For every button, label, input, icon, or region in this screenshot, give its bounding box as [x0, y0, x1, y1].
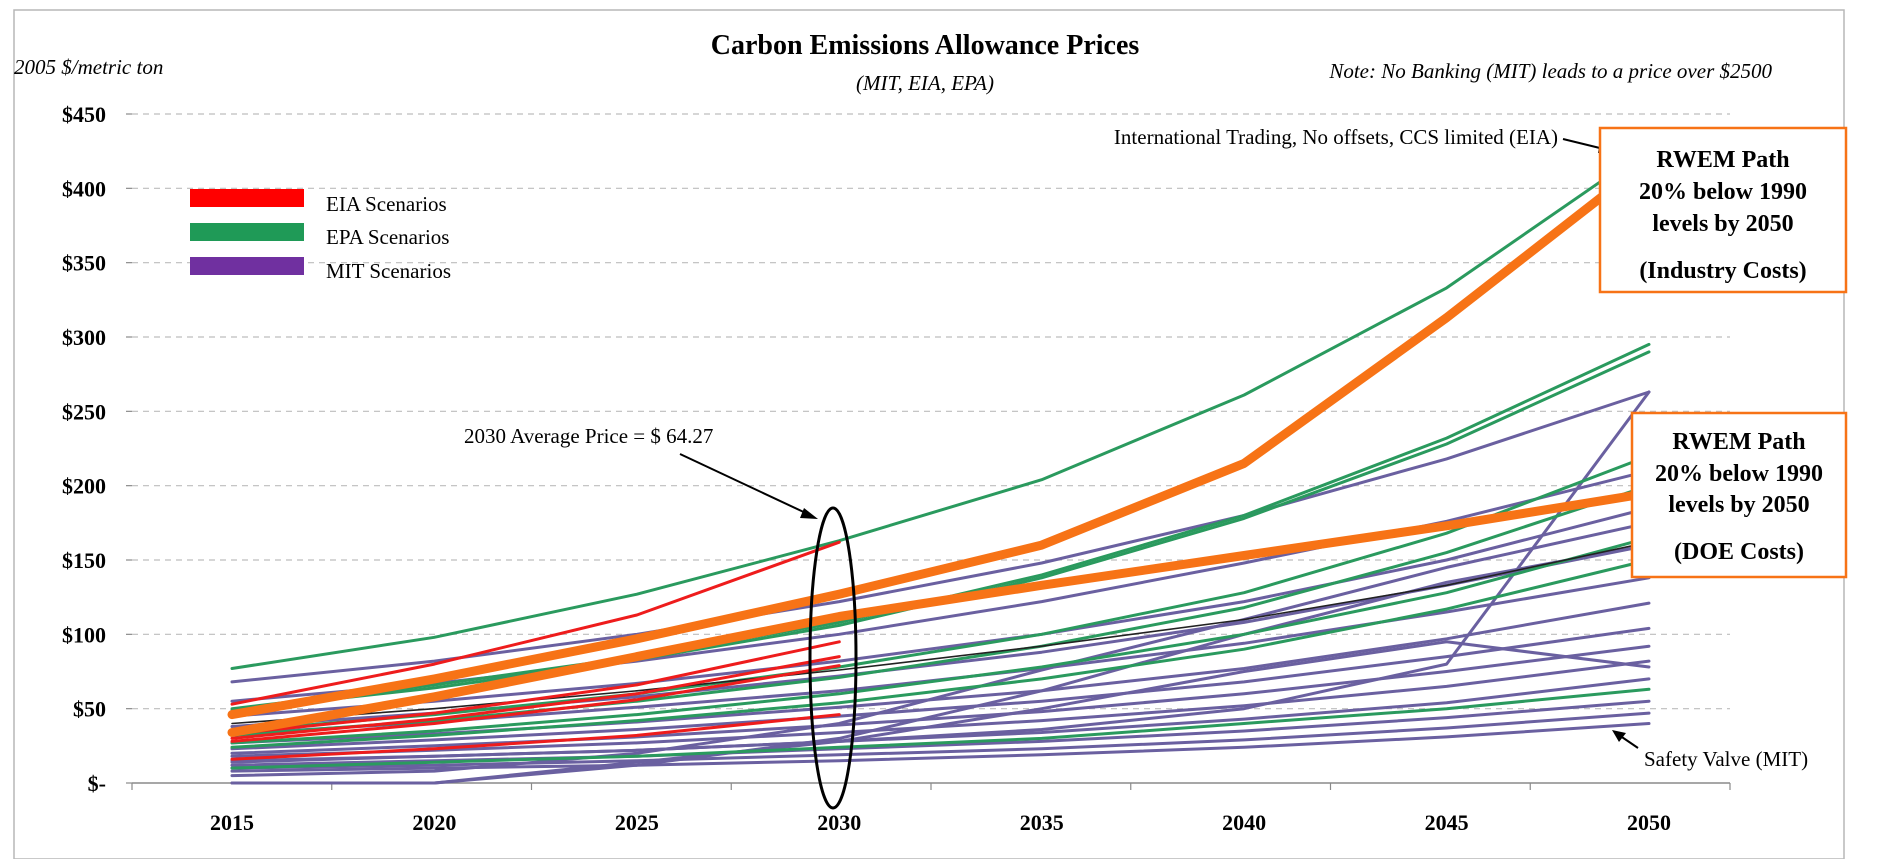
annotation-eia-text: International Trading, No offsets, CCS l… — [1114, 125, 1558, 149]
annotation-safety-valve: Safety Valve (MIT) — [1612, 730, 1808, 771]
y-tick-label: $250 — [62, 399, 106, 424]
series-line-epa-3 — [230, 454, 1651, 733]
y-tick-label: $200 — [62, 474, 106, 499]
series-line-mit-20 — [230, 644, 1651, 755]
x-tick-label: 2025 — [615, 810, 659, 835]
y-tick-label: $100 — [62, 622, 106, 647]
x-tick-label: 2045 — [1425, 810, 1469, 835]
series-line-mit-24 — [230, 711, 1651, 770]
annotation-safety-text: Safety Valve (MIT) — [1644, 747, 1808, 771]
rwem-industry-line-4: (Industry Costs) — [1639, 258, 1806, 284]
x-tick-label: 2035 — [1020, 810, 1064, 835]
annotation-avg-price-arrowhead — [800, 508, 818, 519]
series-line-mit-15 — [230, 506, 1651, 718]
series-line-epa-0 — [230, 146, 1651, 670]
series-line-mit-27 — [230, 521, 1651, 778]
series-line-mit-29 — [230, 390, 1651, 763]
series-line-epa-7 — [230, 687, 1651, 770]
x-tick-label: 2015 — [210, 810, 254, 835]
rwem-industry-line-3: levels by 2050 — [1652, 211, 1793, 237]
series-line-eia-12 — [230, 713, 841, 761]
y-tick-label: $50 — [73, 697, 106, 722]
annotation-eia-top: International Trading, No offsets, CCS l… — [1114, 125, 1612, 153]
x-axis-ticks: 2015 2020 2025 2030 2035 2040 2045 2050 — [131, 783, 1731, 835]
series-line-eia-9 — [230, 640, 841, 736]
series-lines — [227, 146, 1654, 785]
y-axis-unit-label: 2005 $/metric ton — [14, 55, 163, 79]
series-line-mit-19 — [230, 626, 1651, 751]
rwem-doe-line-3: levels by 2050 — [1668, 492, 1809, 518]
legend-label-mit: MIT Scenarios — [326, 259, 451, 283]
series-line-mit-28 — [230, 640, 1651, 785]
series-line-epa-4 — [230, 484, 1651, 737]
rwem-industry-line-2: 20% below 1990 — [1639, 179, 1807, 205]
annotation-avg-price-arrow-line — [679, 453, 811, 516]
legend-label-epa: EPA Scenarios — [326, 225, 449, 249]
rwem-doe-box-frame — [1630, 411, 1848, 579]
y-tick-label: $150 — [62, 548, 106, 573]
legend-swatch-eia — [190, 189, 304, 207]
rwem-industry-box: RWEM Path 20% below 1990 levels by 2050 … — [1598, 126, 1848, 294]
series-line-eia-10 — [230, 655, 841, 740]
rwem-industry-box-frame — [1598, 126, 1848, 294]
legend-swatch-epa — [190, 223, 304, 241]
y-tick-label: $- — [88, 771, 106, 796]
chart-title: Carbon Emissions Allowance Prices — [711, 30, 1140, 61]
series-line-epa-6 — [230, 558, 1651, 749]
y-tick-label: $450 — [62, 102, 106, 127]
chart-note: Note: No Banking (MIT) leads to a price … — [1328, 59, 1772, 83]
y-axis-ticks: $- $50 $100 $150 $200 $250 $300 $350 $400 $450 — [62, 102, 132, 796]
series-line-black-30 — [231, 541, 1650, 725]
y-tick-label: $350 — [62, 251, 106, 276]
legend-swatch-mit — [190, 257, 304, 275]
x-tick-label: 2020 — [412, 810, 456, 835]
annotation-avg-price-text: 2030 Average Price = $ 64.27 — [464, 424, 713, 448]
series-line-epa-5 — [230, 536, 1651, 745]
rwem-doe-box: RWEM Path 20% below 1990 levels by 2050 … — [1630, 411, 1848, 579]
legend: EIA Scenarios EPA Scenarios MIT Scenario… — [190, 189, 451, 283]
avg-price-ellipse — [808, 506, 858, 810]
x-tick-label: 2050 — [1627, 810, 1671, 835]
rwem-industry-line-1: RWEM Path — [1656, 147, 1789, 173]
y-tick-label: $400 — [62, 176, 106, 201]
rwem-doe-line-1: RWEM Path — [1672, 429, 1805, 455]
chart-subtitle: (MIT, EIA, EPA) — [856, 71, 994, 95]
rwem-doe-line-2: 20% below 1990 — [1655, 461, 1823, 487]
series-line-rwem-32 — [227, 488, 1654, 737]
annotation-safety-arrowhead — [1612, 730, 1626, 742]
rwem-doe-line-4: (DOE Costs) — [1674, 539, 1804, 565]
y-tick-label: $300 — [62, 325, 106, 350]
series-line-eia-11 — [230, 664, 841, 743]
x-tick-label: 2030 — [817, 810, 861, 835]
legend-label-eia: EIA Scenarios — [326, 192, 447, 216]
series-line-eia-8 — [230, 540, 841, 706]
x-tick-label: 2040 — [1222, 810, 1266, 835]
annotation-avg-price: 2030 Average Price = $ 64.27 — [464, 424, 818, 519]
series-line-rwem-31 — [227, 155, 1654, 720]
